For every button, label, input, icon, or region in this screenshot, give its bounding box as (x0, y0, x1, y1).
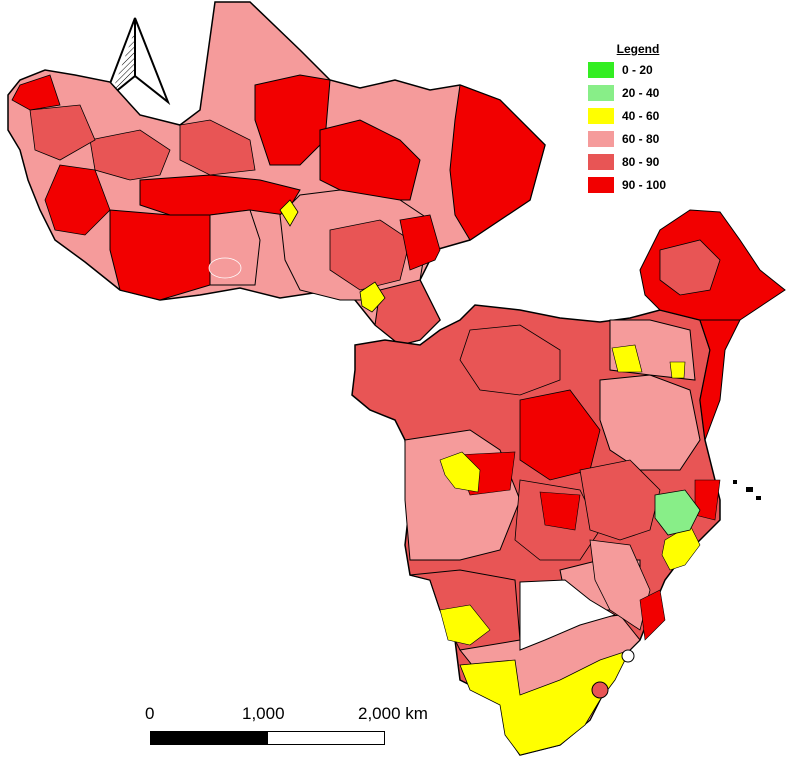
legend-label: 20 - 40 (622, 86, 660, 100)
legend-label: 80 - 90 (622, 155, 660, 169)
west-africa-region (7, 1, 546, 346)
scale-tick-label: 0 (145, 704, 155, 723)
legend-label: 60 - 80 (622, 132, 660, 146)
scale-bar-black-segment (150, 731, 268, 745)
legend-label: 0 - 20 (622, 63, 653, 77)
legend-label: 40 - 60 (622, 109, 660, 123)
legend-swatch (588, 85, 614, 101)
scale-tick-label: 2,000 km (358, 704, 428, 723)
legend-swatch (588, 154, 614, 170)
map-legend: Legend 0 - 20 20 - 40 40 - 60 60 - 80 80… (588, 42, 698, 198)
legend-swatch (588, 177, 614, 193)
legend-title: Legend (616, 42, 660, 56)
legend-label: 90 - 100 (622, 178, 667, 192)
legend-swatch (588, 62, 614, 78)
legend-item: 60 - 80 (588, 129, 698, 149)
scale-bar-white-segment (267, 731, 385, 745)
legend-item: 20 - 40 (588, 83, 698, 103)
central-south-africa-region (351, 209, 786, 756)
legend-item: 0 - 20 (588, 60, 698, 80)
legend-item: 80 - 90 (588, 152, 698, 172)
legend-swatch (588, 108, 614, 124)
north-arrow-icon (100, 17, 171, 106)
legend-item: 90 - 100 (588, 175, 698, 195)
legend-swatch (588, 131, 614, 147)
legend-item: 40 - 60 (588, 106, 698, 126)
scale-bar: 0 1,000 2,000 km (130, 704, 450, 754)
scale-tick-label: 1,000 (242, 704, 285, 723)
